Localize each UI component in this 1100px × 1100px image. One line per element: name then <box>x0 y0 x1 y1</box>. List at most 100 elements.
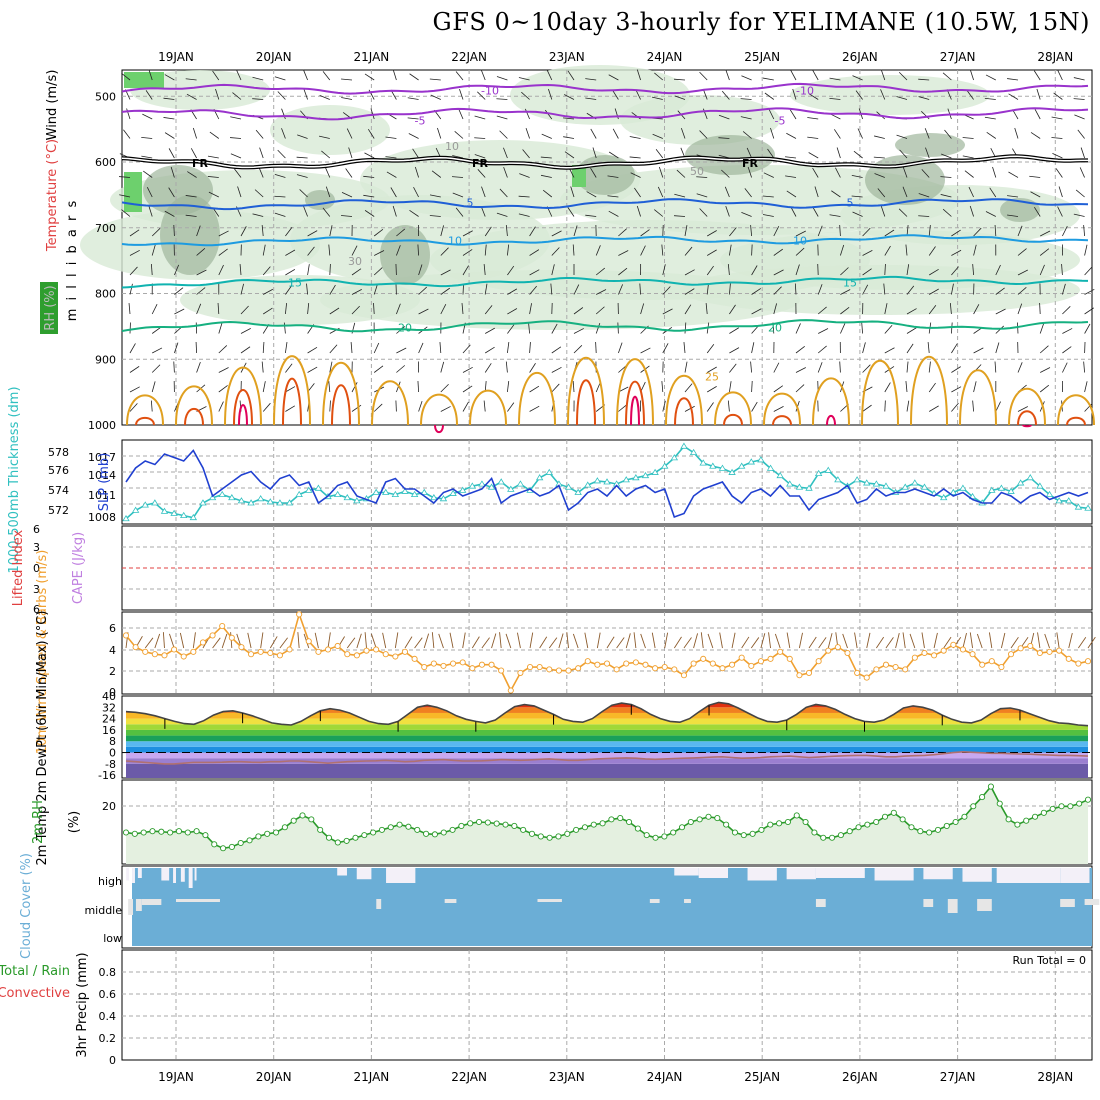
wind-barb <box>654 72 664 81</box>
wind-barb <box>770 127 775 139</box>
thickness-series-point <box>266 498 275 505</box>
warm-contour <box>1057 394 1095 426</box>
wind10m-barb <box>192 632 196 649</box>
wind-barb <box>163 117 175 120</box>
date-label-top: 26JAN <box>842 50 878 64</box>
wind-barb <box>674 215 686 217</box>
wind10m-barb <box>1056 632 1060 649</box>
wind-barb <box>1062 362 1068 373</box>
wind-barb <box>840 307 850 315</box>
wind-barb <box>590 167 597 178</box>
wind-barb <box>862 364 871 373</box>
wind-barb <box>373 267 383 276</box>
thickness-series-point <box>237 497 246 504</box>
wind10m-series-point <box>632 659 639 666</box>
thickness-series-point <box>901 483 909 490</box>
wind-barb <box>972 400 974 412</box>
wind-barb <box>652 133 663 139</box>
wind-barb <box>230 153 242 159</box>
wind-barb <box>918 215 930 217</box>
wind10m-series-point <box>767 655 774 662</box>
wind-barb <box>1083 225 1085 237</box>
wind-barb <box>618 342 623 354</box>
wind-barb <box>877 188 886 198</box>
isotherm-contours <box>121 82 1095 434</box>
wind-barb <box>573 225 578 237</box>
wind-barb <box>439 342 442 354</box>
wind-barb <box>928 405 939 412</box>
wind10m-series-point <box>661 664 668 671</box>
thickness-series-point <box>208 493 217 501</box>
temperature-tick: -16 <box>98 769 116 782</box>
thickness-series-point <box>218 490 226 497</box>
wind10m-series-point <box>1056 647 1063 654</box>
dewpoint-series <box>125 750 1089 765</box>
wind-barb <box>129 343 136 354</box>
wind-barb <box>218 248 228 256</box>
thickness-series-point <box>180 511 188 518</box>
thickness-series-point <box>430 493 438 501</box>
wind10m-series-point <box>911 654 918 661</box>
wind-barb <box>209 131 220 139</box>
wind10m-barb <box>529 632 534 649</box>
hottest-contour <box>238 403 248 426</box>
thickness-series-point <box>372 488 380 495</box>
slp-axis-label: SLP (mb) <box>97 453 112 512</box>
wind-barb <box>440 383 449 393</box>
rh2m-series-point <box>829 834 836 841</box>
warm-contour <box>812 377 850 426</box>
wind-barb <box>480 69 486 81</box>
wind10m-barb <box>895 633 900 649</box>
wind-barb <box>454 130 464 139</box>
thickness-series-point <box>882 482 890 489</box>
wind-barb <box>484 226 492 237</box>
wind-barb <box>164 74 175 81</box>
rh2m-series-point <box>590 821 597 828</box>
wind10m-label: 10m Wind Speed & Barbs (m/s) <box>35 550 50 755</box>
wind-barb <box>507 288 518 295</box>
wind-barb <box>239 264 242 276</box>
hottest-contour <box>826 414 836 426</box>
wind-barb <box>640 229 650 237</box>
rh2m-series-point <box>661 833 668 840</box>
wind10m-barb <box>750 637 760 649</box>
date-label-top: 28JAN <box>1037 50 1073 64</box>
rh2m-series-point <box>687 818 694 826</box>
wind10m-series-point <box>940 647 947 654</box>
pressure-tick-labels: 500 600 700 800 900 1000 <box>88 90 116 432</box>
wind-barb <box>951 386 962 393</box>
wind-barb <box>918 193 930 198</box>
cloud-cover-cells <box>126 868 1100 946</box>
wind10m-panel: 6 4 2 0 10m Wind Speed & Barbs (m/s) <box>35 550 1096 755</box>
wind-barb <box>973 347 984 354</box>
wind-barb <box>618 228 627 237</box>
wind-barb <box>396 245 401 256</box>
rh2m-tick-labels: 20 <box>102 800 116 813</box>
wind-barb <box>551 346 562 354</box>
wind-barb <box>629 136 641 139</box>
rh-contour-label: 50 <box>690 165 704 178</box>
wind-barb <box>725 205 730 217</box>
rh2m-series-point <box>520 826 527 833</box>
thickness-series-point <box>1026 474 1034 481</box>
cloud-cover-label: Cloud Cover (%) <box>19 853 34 959</box>
wind-barb <box>612 89 619 100</box>
pressure-tick: 1000 <box>88 419 116 432</box>
rh2m-series-point <box>1067 803 1074 810</box>
wind-barb <box>550 283 553 295</box>
rh2m-series-point <box>246 837 253 844</box>
temperature-tick: 24 <box>102 713 116 726</box>
rh2m-series-point <box>961 813 968 820</box>
slp-thickness-lines <box>122 442 1092 522</box>
wind-barb <box>921 111 930 120</box>
wind-barb <box>151 228 161 237</box>
wind-barb <box>151 244 156 256</box>
wind10m-series-point <box>873 666 880 673</box>
wind-barb <box>303 88 308 100</box>
isotherm-label: 5 <box>847 196 854 209</box>
wind-barb <box>706 249 717 256</box>
rh2m-series-point <box>652 834 659 841</box>
wind-barb <box>507 324 515 334</box>
hot-contour <box>772 415 792 426</box>
rh2m-series-point <box>1084 796 1092 803</box>
